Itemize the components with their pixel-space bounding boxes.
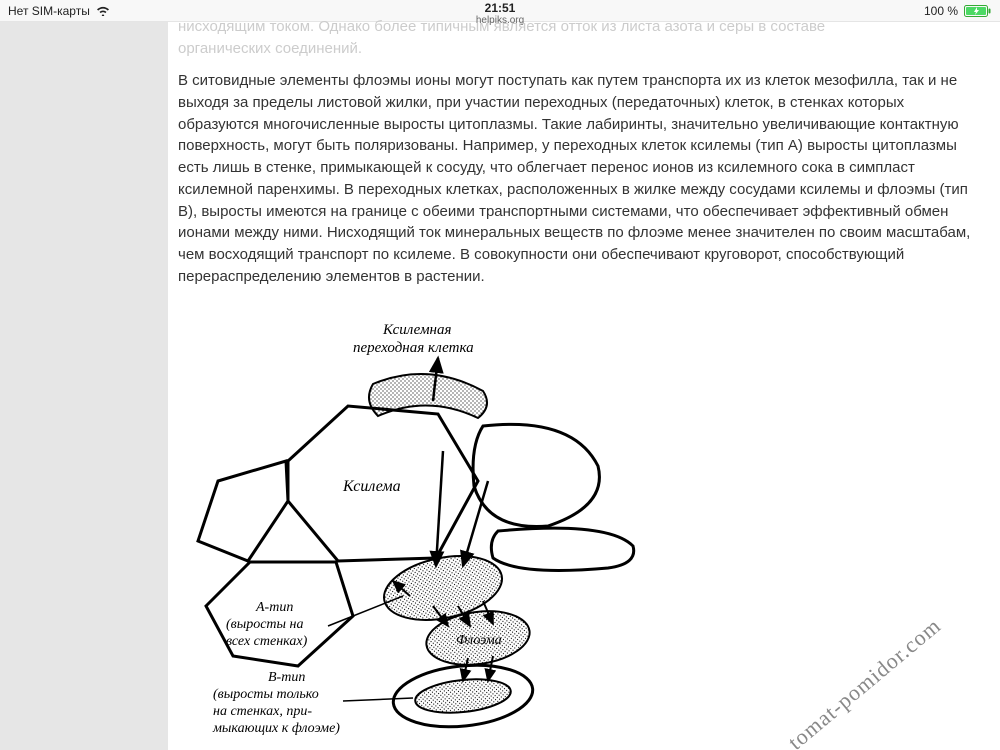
carrier-text: Нет SIM-карты xyxy=(8,4,90,18)
fig-label-b1: В-тип xyxy=(268,670,305,685)
battery-pct: 100 % xyxy=(924,4,958,18)
fig-label-a2: (выросты на xyxy=(226,617,303,632)
fig-label-b2: (выросты только xyxy=(213,687,319,702)
fig-label-b3: на стенках, при- xyxy=(213,704,312,719)
fig-label-top1: Ксилемная xyxy=(382,322,451,338)
left-gutter xyxy=(0,22,168,750)
faded-prev-text: нисходящим током. Однако более типичным … xyxy=(178,16,972,60)
battery-icon xyxy=(964,5,992,17)
wifi-icon xyxy=(96,5,110,16)
fig-label-phloem: Флоэма xyxy=(456,633,502,648)
fig-label-a3: всех стенках) xyxy=(226,634,308,649)
fig-label-b4: мыкающих к флоэме) xyxy=(212,721,340,736)
fig-label-a1: А-тип xyxy=(255,600,293,615)
fig-label-xylem: Ксилема xyxy=(342,478,401,495)
status-bar: Нет SIM-карты 21:51 helpiks.org 100 % xyxy=(0,0,1000,22)
article-content: нисходящим током. Однако более типичным … xyxy=(168,22,1000,750)
fig-label-top2: переходная клетка xyxy=(353,340,474,356)
main-paragraph: В ситовидные элементы флоэмы ионы могут … xyxy=(178,70,972,288)
clock: 21:51 xyxy=(476,0,524,15)
cell-diagram: Ксилемная переходная клетка Ксилема Флоэ… xyxy=(178,306,972,736)
